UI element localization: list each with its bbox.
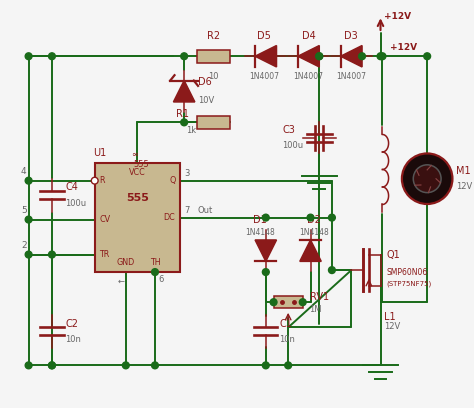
Text: (STP75NF75): (STP75NF75)	[386, 280, 432, 287]
Polygon shape	[300, 240, 321, 262]
Bar	[273, 296, 303, 308]
Text: +12V: +12V	[390, 43, 418, 52]
Text: C3: C3	[283, 125, 295, 135]
Text: 1M: 1M	[310, 306, 322, 315]
Text: C2: C2	[65, 319, 79, 328]
Text: VCC: VCC	[129, 168, 146, 177]
Text: C4: C4	[65, 182, 78, 193]
Text: ∞: ∞	[131, 150, 138, 159]
Circle shape	[48, 251, 55, 258]
Circle shape	[152, 362, 158, 369]
Circle shape	[91, 177, 98, 184]
Text: GND: GND	[117, 258, 135, 267]
Circle shape	[122, 362, 129, 369]
Text: R1: R1	[176, 109, 190, 119]
Circle shape	[181, 119, 188, 126]
Circle shape	[152, 268, 158, 275]
Text: Q1: Q1	[386, 250, 400, 259]
Circle shape	[270, 299, 277, 306]
Bar	[197, 116, 230, 129]
Text: Out: Out	[198, 206, 213, 215]
Text: 1N4148: 1N4148	[300, 228, 329, 237]
Circle shape	[424, 53, 430, 60]
Text: 1N4007: 1N4007	[337, 72, 366, 81]
Circle shape	[25, 177, 32, 184]
Text: 2: 2	[21, 241, 27, 250]
Polygon shape	[255, 240, 276, 262]
Text: R: R	[100, 176, 105, 185]
Text: 100u: 100u	[65, 199, 87, 208]
Text: D4: D4	[301, 31, 316, 41]
Circle shape	[48, 362, 55, 369]
Text: 1N4148: 1N4148	[245, 228, 275, 237]
Circle shape	[328, 214, 335, 221]
Text: 4: 4	[21, 167, 27, 176]
Circle shape	[285, 362, 292, 369]
Circle shape	[377, 53, 384, 60]
Text: M1: M1	[456, 166, 471, 176]
Circle shape	[413, 165, 441, 193]
Text: 10n: 10n	[65, 335, 82, 344]
Circle shape	[181, 53, 188, 60]
Circle shape	[316, 53, 323, 60]
Text: 10V: 10V	[198, 96, 214, 105]
Circle shape	[25, 216, 32, 223]
Text: TH: TH	[150, 258, 160, 267]
Polygon shape	[298, 46, 319, 67]
Circle shape	[316, 53, 323, 60]
Circle shape	[25, 53, 32, 60]
Text: U1: U1	[93, 149, 106, 158]
Text: 7: 7	[184, 206, 190, 215]
Text: ←: ←	[118, 277, 125, 286]
Text: 12V: 12V	[384, 322, 401, 330]
Text: 10: 10	[208, 72, 219, 81]
Circle shape	[263, 362, 269, 369]
Circle shape	[48, 362, 55, 369]
Circle shape	[307, 214, 314, 221]
Text: RV1: RV1	[310, 292, 328, 302]
Text: 3: 3	[184, 169, 190, 178]
Bar	[95, 163, 180, 272]
Text: +12V: +12V	[384, 11, 411, 20]
Polygon shape	[173, 80, 195, 102]
Text: Q: Q	[169, 176, 175, 185]
Text: 1k: 1k	[186, 126, 196, 135]
Text: R2: R2	[207, 31, 220, 41]
Circle shape	[263, 214, 269, 221]
Text: L1: L1	[384, 312, 396, 322]
Circle shape	[379, 53, 386, 60]
Text: 12V: 12V	[456, 182, 473, 191]
Text: 100u: 100u	[283, 141, 303, 150]
Circle shape	[25, 251, 32, 258]
Text: 1N4007: 1N4007	[293, 72, 324, 81]
Text: 555: 555	[134, 160, 149, 169]
Text: DC: DC	[164, 213, 175, 222]
Text: 1N4007: 1N4007	[249, 72, 279, 81]
Circle shape	[402, 153, 453, 204]
Text: D6: D6	[198, 77, 211, 86]
Text: D2: D2	[308, 215, 321, 225]
Text: C1: C1	[279, 319, 292, 328]
Bar	[197, 50, 230, 62]
Circle shape	[300, 299, 306, 306]
Text: 5: 5	[21, 206, 27, 215]
Circle shape	[263, 268, 269, 275]
Text: CV: CV	[100, 215, 111, 224]
Circle shape	[328, 267, 335, 273]
Circle shape	[48, 53, 55, 60]
Text: D3: D3	[345, 31, 358, 41]
Polygon shape	[255, 46, 276, 67]
Text: 6: 6	[158, 275, 163, 284]
Polygon shape	[341, 46, 362, 67]
Text: D1: D1	[253, 215, 267, 225]
Text: TR: TR	[100, 250, 110, 259]
Circle shape	[25, 362, 32, 369]
Text: 555: 555	[126, 193, 149, 203]
Text: SMP60N06: SMP60N06	[386, 268, 428, 277]
Text: D5: D5	[257, 31, 271, 41]
Circle shape	[359, 53, 365, 60]
Text: 10n: 10n	[279, 335, 295, 344]
